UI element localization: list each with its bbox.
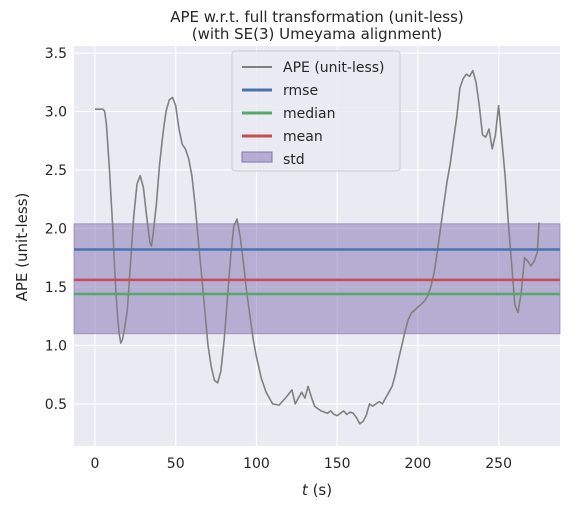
x-tick-label: 150 <box>324 456 351 472</box>
x-tick-label: 200 <box>405 456 432 472</box>
x-axis-label-unit: (s) <box>308 481 332 499</box>
x-tick-label: 0 <box>91 456 100 472</box>
legend-label-mean: mean <box>283 129 323 145</box>
y-tick-labels: 0.5 1.0 1.5 2.0 2.5 3.0 3.5 <box>45 46 67 413</box>
y-tick-label: 1.0 <box>45 338 67 354</box>
x-tick-label: 100 <box>243 456 270 472</box>
x-axis-label: t (s) <box>302 481 332 499</box>
y-tick-label: 3.5 <box>45 46 67 62</box>
legend-swatch-std <box>241 151 273 163</box>
x-tick-label: 250 <box>485 456 512 472</box>
y-tick-label: 2.5 <box>45 163 67 179</box>
x-tick-label: 50 <box>167 456 185 472</box>
y-axis-label: APE (unit-less) <box>13 193 31 302</box>
legend: APE (unit-less) rmse median mean std <box>231 50 401 172</box>
legend-label-median: median <box>283 106 335 122</box>
x-axis-label-var: t <box>302 481 309 499</box>
y-tick-label: 1.5 <box>45 280 67 296</box>
y-tick-label: 2.0 <box>45 221 67 237</box>
y-tick-label: 3.0 <box>45 104 67 120</box>
legend-label-rmse: rmse <box>283 83 318 99</box>
chart-title: APE w.r.t. full transformation (unit-les… <box>170 8 464 26</box>
y-tick-label: 0.5 <box>45 397 67 413</box>
legend-label-std: std <box>283 152 305 168</box>
ape-line <box>95 69 540 425</box>
legend-box <box>231 50 401 172</box>
x-tick-labels: 0 50 100 150 200 250 <box>91 456 512 472</box>
series-layer <box>74 69 560 425</box>
legend-label-ape: APE (unit-less) <box>283 60 385 76</box>
chart-subtitle: (with SE(3) Umeyama alignment) <box>192 25 443 43</box>
